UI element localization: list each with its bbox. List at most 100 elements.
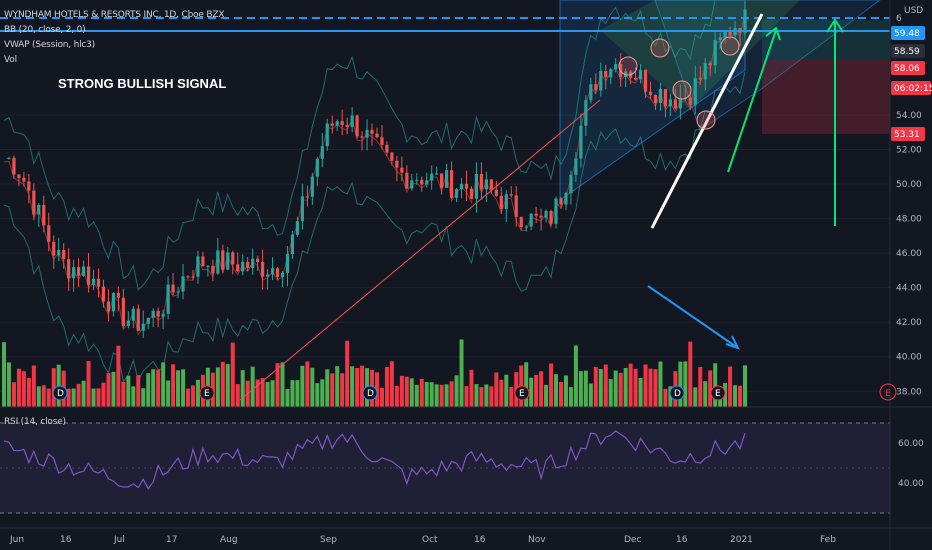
volume-bar	[96, 388, 101, 407]
volume-bar	[151, 369, 156, 407]
legend-volume[interactable]: Vol	[4, 55, 17, 65]
candle	[703, 57, 707, 91]
volume-bar	[31, 365, 36, 407]
volume-bar	[499, 379, 504, 407]
candle	[638, 64, 643, 84]
volume-bar	[355, 367, 360, 407]
candle	[12, 155, 16, 179]
volume-bar	[171, 364, 176, 407]
candle	[385, 141, 389, 156]
volume-bar	[524, 362, 529, 407]
volume-bar	[215, 367, 220, 407]
volume-bar	[454, 375, 459, 407]
channel-green-zone	[600, 0, 800, 110]
candle	[653, 94, 658, 110]
candle	[435, 166, 439, 175]
volume-bar	[389, 361, 394, 407]
candle	[270, 257, 275, 281]
rsi-tick-label: 40.00	[898, 479, 924, 489]
candle	[395, 155, 399, 182]
volume-bar	[305, 361, 310, 407]
volume-bar	[434, 384, 439, 407]
candle	[305, 185, 309, 207]
volume-bar	[66, 388, 71, 407]
event-marker-earnings-right[interactable]	[879, 383, 897, 401]
volume-bar	[563, 375, 568, 407]
volume-bar	[26, 377, 31, 407]
price-tick-label: 40.00	[896, 353, 922, 363]
rsi-tick-label: 60.00	[898, 439, 924, 449]
volume-bar	[419, 378, 424, 407]
candle	[67, 248, 71, 291]
candle	[524, 224, 528, 232]
candle	[355, 114, 359, 139]
touch-circle-4	[696, 110, 716, 130]
candle	[32, 183, 36, 221]
volume-bar	[195, 379, 200, 407]
volume-bar	[539, 371, 544, 407]
price-tick-label: 46.00	[896, 249, 922, 259]
chart-grid	[0, 114, 890, 392]
candle	[693, 65, 697, 115]
price-badge: 58.59	[891, 44, 925, 58]
candle	[201, 251, 205, 267]
candle	[280, 271, 285, 287]
candle	[668, 93, 673, 117]
candle	[599, 62, 603, 97]
rsi-axis[interactable]: 60.00 40.00	[898, 439, 924, 489]
blue-arrow-shaft	[647, 285, 739, 349]
volume-bar	[225, 363, 230, 407]
candle	[708, 60, 712, 77]
volume-bar	[320, 379, 325, 407]
legend-bb[interactable]: BB (20, close, 2, 0)	[4, 25, 86, 35]
event-marker-earnings[interactable]: E	[514, 385, 530, 401]
candle	[643, 69, 648, 98]
event-marker-dividend[interactable]: D	[669, 385, 685, 401]
volume-bar	[509, 386, 514, 407]
candle	[295, 216, 300, 237]
volume-bar	[568, 387, 573, 407]
event-marker-dividend[interactable]: D	[362, 385, 378, 401]
price-badge: 53.31	[891, 127, 925, 141]
volume-bar	[414, 384, 419, 407]
volume-bar	[598, 369, 603, 407]
candle	[226, 246, 230, 271]
candle	[469, 186, 474, 199]
volume-bar	[374, 372, 379, 407]
legend-rsi[interactable]: RSI (14, close)	[4, 417, 66, 427]
candle	[449, 161, 454, 200]
candle	[191, 269, 195, 281]
volume-bar	[275, 363, 280, 407]
candle	[171, 273, 175, 295]
candle	[514, 186, 518, 227]
volume-bar	[638, 377, 643, 407]
svg-text:53.31: 53.31	[894, 130, 920, 140]
legend-vwap[interactable]: VWAP (Session, hlc3)	[4, 40, 95, 50]
volume-bar	[728, 366, 733, 407]
volume-bar	[330, 373, 335, 407]
candle	[604, 64, 608, 90]
time-axis-label: Dec	[624, 535, 641, 545]
legend-symbol[interactable]: WYNDHAM HOTELS & RESORTS INC, 1D, Cboe B…	[4, 10, 225, 20]
touch-circle-5	[720, 36, 740, 56]
price-axis[interactable]: 54.00 52.00 50.00 48.00 46.00 44.00 42.00 40.00…	[896, 111, 922, 397]
volume-bar	[325, 369, 330, 407]
support-trend-line[interactable]	[650, 13, 764, 229]
time-axis[interactable]: Jun 16 Jul 17 Aug Sep Oct 16 Nov Dec 16 2021 Feb	[9, 535, 836, 545]
volume-bar	[315, 383, 320, 407]
candle	[91, 269, 96, 291]
candle	[464, 170, 469, 201]
candle	[489, 179, 493, 194]
event-marker-dividend[interactable]: D	[52, 385, 68, 401]
volume-bar	[360, 365, 365, 407]
candle	[410, 173, 414, 191]
candle	[509, 186, 513, 198]
price-badge: 06:02:15	[891, 81, 932, 95]
candle	[72, 259, 76, 292]
event-marker-earnings[interactable]: E	[199, 385, 215, 401]
candle	[126, 311, 130, 329]
event-marker-earnings[interactable]: E	[710, 385, 726, 401]
candle	[589, 77, 593, 104]
